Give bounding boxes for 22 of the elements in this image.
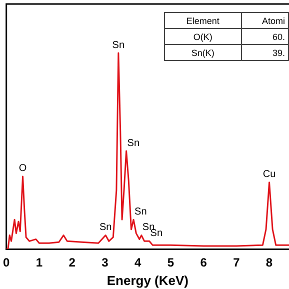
annotation: O [18, 163, 27, 174]
annotation: 39. [241, 44, 288, 60]
x-tick-label: 7 [233, 256, 240, 270]
text: Atomi [241, 12, 288, 28]
x-tick-label: 5 [167, 256, 174, 270]
annotation: Sn(K) [164, 44, 242, 60]
text: 60. [241, 28, 288, 44]
x-tick-label: 0 [2, 256, 10, 270]
x-tick-label: 6 [200, 256, 208, 270]
annotation: Sn [112, 40, 125, 51]
annotation: Cu [262, 169, 276, 180]
x-tick-label: 4 [134, 256, 142, 270]
x-tick-label: 2 [68, 256, 76, 270]
annotation: Sn [99, 222, 112, 234]
annotation: Sn [134, 206, 147, 218]
text: O(K) [164, 28, 242, 44]
x-tick-label: 1 [36, 256, 43, 270]
text: Element [164, 12, 242, 28]
x-axis-title: Energy (KeV) [106, 272, 188, 288]
x-tick-label: 3 [102, 256, 109, 270]
annotation: Sn [127, 138, 140, 149]
x-tick-label: 8 [266, 256, 273, 270]
